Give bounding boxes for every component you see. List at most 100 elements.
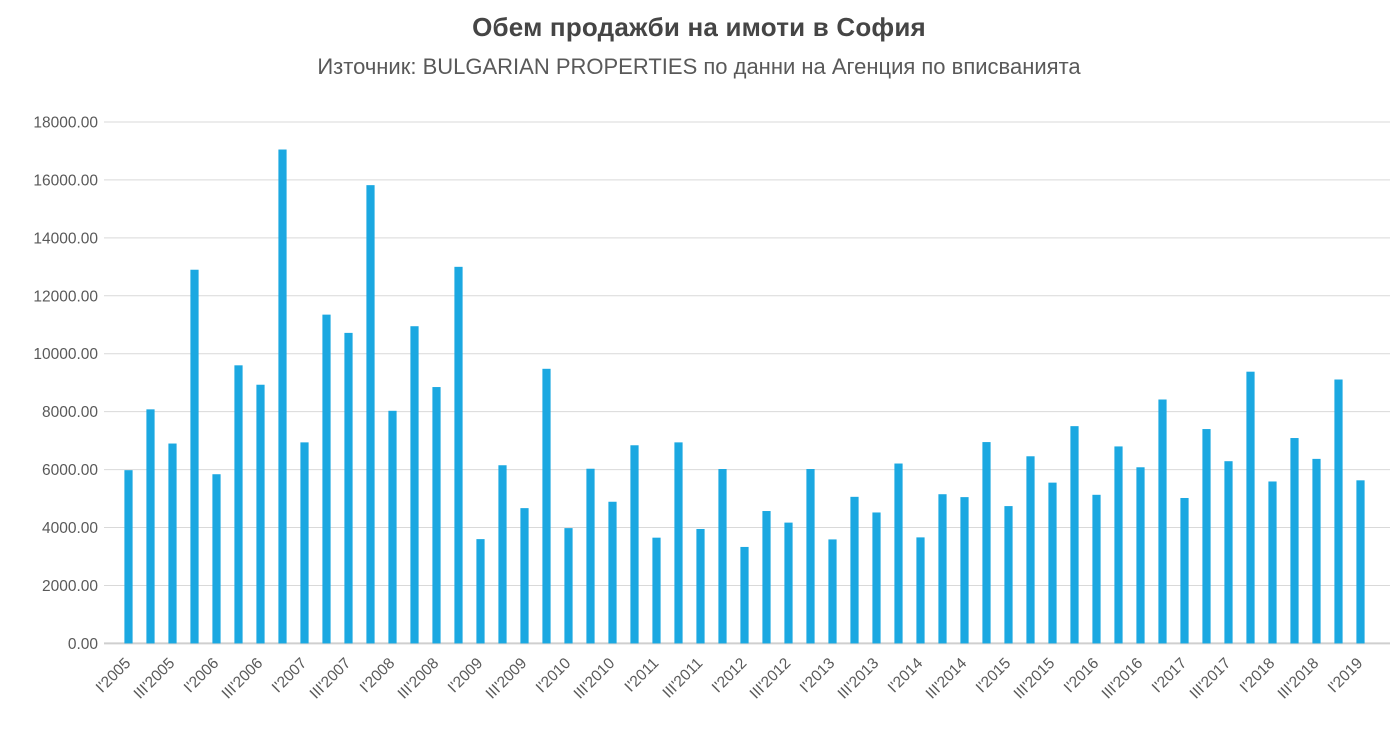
x-tick-label: I'2018 bbox=[1237, 655, 1279, 697]
bar bbox=[960, 497, 969, 644]
x-tick-label: III'2009 bbox=[483, 655, 531, 703]
bar bbox=[1312, 458, 1321, 644]
bar bbox=[1136, 467, 1145, 644]
bar bbox=[300, 442, 309, 644]
y-tick-label: 2000.00 bbox=[42, 578, 98, 595]
bar bbox=[784, 522, 793, 644]
y-tick-label: 18000.00 bbox=[33, 115, 98, 132]
bar bbox=[1004, 506, 1013, 644]
bar bbox=[1268, 481, 1277, 644]
x-tick-label: I'2013 bbox=[797, 655, 839, 697]
bar bbox=[1246, 371, 1255, 644]
x-tick-label: I'2007 bbox=[269, 655, 311, 697]
bar bbox=[630, 445, 639, 644]
bar bbox=[828, 539, 837, 644]
bar bbox=[1158, 399, 1167, 644]
chart-subtitle: Източник: BULGARIAN PROPERTIES по данни … bbox=[317, 54, 1081, 79]
x-tick-label: III'2007 bbox=[307, 655, 355, 703]
x-tick-label: III'2017 bbox=[1187, 655, 1235, 703]
x-tick-label: I'2016 bbox=[1061, 655, 1103, 697]
bar bbox=[850, 496, 859, 644]
bar bbox=[674, 442, 683, 644]
x-tick-label: I'2014 bbox=[885, 655, 927, 697]
x-tick-label: III'2005 bbox=[131, 655, 179, 703]
x-tick-label: I'2011 bbox=[622, 655, 663, 696]
bar bbox=[1224, 461, 1233, 644]
bar bbox=[366, 185, 375, 644]
x-tick-label: I'2019 bbox=[1325, 655, 1367, 697]
x-tick-label: III'2013 bbox=[835, 655, 883, 703]
bar bbox=[344, 332, 353, 644]
x-tick-label: III'2016 bbox=[1099, 655, 1147, 703]
bar bbox=[696, 528, 705, 644]
x-tick-label: III'2012 bbox=[747, 655, 795, 703]
x-tick-label: III'2015 bbox=[1011, 655, 1059, 703]
bar bbox=[432, 387, 441, 644]
y-tick-label: 8000.00 bbox=[42, 404, 98, 421]
y-tick-label: 0.00 bbox=[68, 636, 99, 653]
bar bbox=[454, 266, 463, 644]
bar bbox=[542, 368, 551, 644]
x-tick-label: III'2006 bbox=[219, 655, 267, 703]
x-tick-label: I'2010 bbox=[533, 655, 575, 697]
bar bbox=[1180, 497, 1189, 644]
x-tick-label: III'2018 bbox=[1275, 655, 1323, 703]
bar bbox=[1334, 379, 1343, 644]
x-tick-label: I'2009 bbox=[445, 655, 487, 697]
bar bbox=[388, 410, 397, 644]
bar bbox=[168, 443, 177, 644]
x-tick-label: III'2011 bbox=[660, 655, 707, 702]
bar-chart-plot: 0.00 2000.00 4000.00 6000.00 8000.00 10000.00… bbox=[33, 115, 1390, 703]
bar bbox=[916, 537, 925, 644]
x-tick-label: III'2010 bbox=[571, 655, 619, 703]
bar bbox=[652, 537, 661, 644]
bar bbox=[256, 384, 265, 644]
chart-title: Обем продажби на имоти в София bbox=[472, 12, 926, 42]
x-tick-label: I'2015 bbox=[973, 655, 1015, 697]
bar bbox=[1202, 429, 1211, 644]
bar bbox=[1290, 438, 1299, 644]
bar bbox=[234, 365, 243, 644]
bar bbox=[608, 501, 617, 644]
y-tick-label: 10000.00 bbox=[33, 346, 98, 363]
bar bbox=[1070, 426, 1079, 644]
bar bbox=[872, 512, 881, 644]
y-tick-label: 12000.00 bbox=[33, 288, 98, 305]
bar bbox=[718, 469, 727, 644]
bar bbox=[1048, 482, 1057, 644]
bar bbox=[212, 474, 221, 644]
bar bbox=[1092, 494, 1101, 644]
bar bbox=[146, 409, 155, 644]
bar bbox=[938, 494, 947, 644]
bar bbox=[982, 442, 991, 644]
x-tick-label: I'2017 bbox=[1149, 655, 1191, 697]
x-tick-label: I'2012 bbox=[709, 655, 751, 697]
y-tick-label: 14000.00 bbox=[33, 230, 98, 247]
bar bbox=[894, 463, 903, 644]
y-tick-label: 16000.00 bbox=[33, 172, 98, 189]
y-tick-label: 4000.00 bbox=[42, 520, 98, 537]
x-tick-label: III'2014 bbox=[923, 655, 971, 703]
bar bbox=[124, 470, 133, 644]
bar bbox=[476, 539, 485, 644]
bar bbox=[498, 465, 507, 644]
bar bbox=[564, 528, 573, 644]
bar bbox=[410, 326, 419, 644]
bar bbox=[1114, 446, 1123, 644]
x-tick-label: I'2005 bbox=[93, 655, 135, 697]
y-tick-label: 6000.00 bbox=[42, 462, 98, 479]
bar bbox=[740, 546, 749, 644]
bar bbox=[806, 469, 815, 644]
bar bbox=[278, 149, 287, 644]
bar bbox=[1356, 480, 1365, 644]
bar bbox=[762, 511, 771, 644]
bar bbox=[190, 269, 199, 644]
bar bbox=[586, 468, 595, 644]
x-tick-label: III'2008 bbox=[395, 655, 443, 703]
bar bbox=[322, 314, 331, 644]
bar bbox=[520, 508, 529, 644]
x-tick-label: I'2008 bbox=[357, 655, 399, 697]
bar bbox=[1026, 456, 1035, 644]
x-tick-label: I'2006 bbox=[181, 655, 223, 697]
